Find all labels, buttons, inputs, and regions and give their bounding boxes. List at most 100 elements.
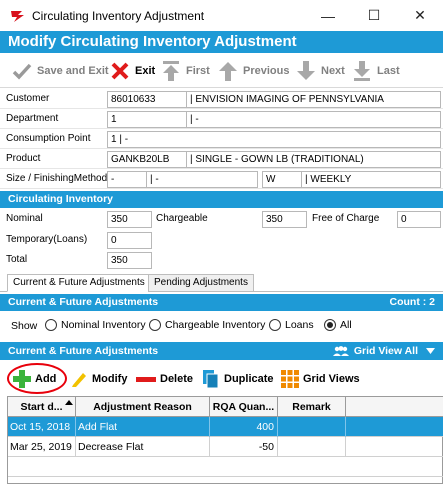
adjustments-grid: Start d... Adjustment Reason RQA Quan...… — [7, 396, 443, 484]
customer-label: Customer — [6, 93, 50, 104]
last-button[interactable]: Last — [352, 59, 400, 83]
grid-toolbar: Add Modify Delete Duplicate Grid Views — [0, 361, 443, 395]
minimize-button[interactable]: — — [321, 7, 335, 24]
next-button[interactable]: Next — [296, 59, 345, 83]
duplicate-label: Duplicate — [224, 373, 274, 385]
users-icon — [332, 345, 349, 356]
cell-start-date: Mar 25, 2019 — [8, 437, 76, 457]
red-x-icon — [111, 62, 129, 80]
size-label: Size / FinishingMethod — [6, 173, 108, 184]
department-code-field[interactable]: 1 — [107, 111, 187, 128]
tab-pending[interactable]: Pending Adjustments — [148, 274, 254, 292]
cell-remark — [278, 417, 346, 437]
department-row: Department 1 | - — [0, 109, 443, 129]
consumption-point-row: Consumption Point 1 | - — [0, 129, 443, 149]
radio-loans-label: Loans — [285, 319, 314, 331]
tab-current-future[interactable]: Current & Future Adjustments — [7, 274, 151, 292]
radio-selected-icon — [324, 319, 336, 331]
circulating-inventory-header: Circulating Inventory — [0, 191, 443, 208]
temporary-row: Temporary(Loans) 0 — [0, 230, 443, 250]
chargeable-field[interactable]: 350 — [262, 211, 307, 228]
radio-circle-icon — [269, 319, 281, 331]
count-badge: Count : 2 — [389, 296, 436, 308]
pencil-icon — [72, 373, 86, 387]
radio-circle-icon — [149, 319, 161, 331]
empty-row — [8, 457, 443, 477]
main-toolbar: Save and Exit Exit First Previous Next L… — [0, 53, 443, 88]
finishing-code-field[interactable]: W — [262, 171, 302, 188]
delete-button[interactable]: Delete — [136, 369, 193, 389]
total-row: Total 350 — [0, 250, 443, 270]
radio-nominal-inventory[interactable]: Nominal Inventory — [45, 319, 146, 331]
first-button[interactable]: First — [161, 59, 210, 83]
column-header-adjustment-reason[interactable]: Adjustment Reason — [76, 397, 210, 417]
column-header-remark[interactable]: Remark — [278, 397, 346, 417]
radio-loans[interactable]: Loans — [269, 319, 314, 331]
checkmark-icon — [12, 63, 32, 80]
size-code-field[interactable]: - — [107, 171, 147, 188]
grid-header: Start d... Adjustment Reason RQA Quan...… — [8, 397, 443, 417]
cell-rqa-quantity: 400 — [210, 417, 278, 437]
table-row[interactable]: Mar 25, 2019 Decrease Flat -50 — [8, 437, 443, 457]
duplicate-icon — [203, 370, 219, 389]
table-row[interactable]: Oct 15, 2018 Add Flat 400 — [8, 417, 443, 437]
maximize-button[interactable]: ☐ — [367, 7, 381, 23]
product-label: Product — [6, 153, 41, 164]
product-name-field[interactable]: | SINGLE - GOWN LB (TRADITIONAL) — [186, 151, 441, 168]
radio-all[interactable]: All — [324, 319, 352, 331]
department-name-field[interactable]: | - — [186, 111, 441, 128]
product-code-field[interactable]: GANKB20LB — [107, 151, 187, 168]
close-button[interactable]: ✕ — [414, 7, 426, 23]
customer-code-field[interactable]: 86010633 — [107, 91, 187, 108]
chargeable-label: Chargeable — [156, 213, 208, 224]
radio-circle-icon — [45, 319, 57, 331]
previous-label: Previous — [243, 65, 290, 77]
consumption-point-field[interactable]: 1 | - — [107, 131, 441, 148]
radio-chargeable-inventory[interactable]: Chargeable Inventory — [149, 319, 265, 331]
grid-icon — [281, 370, 299, 388]
delete-label: Delete — [160, 373, 194, 385]
minus-icon — [136, 377, 156, 382]
exit-button[interactable]: Exit — [110, 59, 155, 83]
nominal-field[interactable]: 350 — [107, 211, 152, 228]
grid-section-title: Current & Future Adjustments — [8, 345, 159, 357]
cell-rqa-quantity: -50 — [210, 437, 278, 457]
exit-label: Exit — [135, 65, 156, 77]
free-of-charge-field[interactable]: 0 — [397, 211, 441, 228]
column-header-start-date[interactable]: Start d... — [8, 397, 76, 417]
temporary-label: Temporary(Loans) — [6, 234, 88, 245]
size-name-field[interactable]: | - — [146, 171, 258, 188]
grid-view-all-label: Grid View All — [353, 345, 418, 357]
show-filter-row: Show Nominal Inventory Chargeable Invent… — [0, 312, 443, 340]
arrow-up-icon — [219, 62, 237, 81]
window-title: Circulating Inventory Adjustment — [32, 9, 205, 23]
product-row: Product GANKB20LB | SINGLE - GOWN LB (TR… — [0, 149, 443, 169]
grid-view-all-dropdown[interactable]: Grid View All — [332, 342, 435, 360]
next-label: Next — [321, 65, 345, 77]
adjustment-tabs: Current & Future Adjustments Pending Adj… — [0, 272, 443, 292]
finishing-name-field[interactable]: | WEEKLY — [301, 171, 441, 188]
arrow-down-icon — [297, 61, 315, 80]
grid-views-button[interactable]: Grid Views — [281, 369, 360, 389]
window-titlebar: Circulating Inventory Adjustment — ☐ ✕ — [0, 0, 443, 31]
radio-chargeable-label: Chargeable Inventory — [165, 319, 266, 331]
size-row: Size / FinishingMethod - | - W | WEEKLY — [0, 169, 443, 189]
previous-button[interactable]: Previous — [218, 59, 289, 83]
total-field: 350 — [107, 252, 152, 269]
consumption-point-label: Consumption Point — [6, 133, 91, 144]
column-header-rqa-quantity[interactable]: RQA Quan... — [210, 397, 278, 417]
adjustments-title: Current & Future Adjustments — [8, 296, 159, 308]
nominal-row: Nominal 350 Chargeable 350 Free of Charg… — [0, 209, 443, 229]
radio-all-label: All — [340, 319, 352, 331]
save-exit-button[interactable]: Save and Exit — [12, 59, 109, 83]
modify-button[interactable]: Modify — [70, 369, 127, 389]
temporary-field[interactable]: 0 — [107, 232, 152, 249]
customer-name-field[interactable]: | ENVISION IMAGING OF PENNSYLVANIA — [186, 91, 441, 108]
grid-section-header: Current & Future Adjustments Grid View A… — [0, 342, 443, 360]
cell-remark — [278, 437, 346, 457]
customer-row: Customer 86010633 | ENVISION IMAGING OF … — [0, 89, 443, 109]
app-logo-icon — [11, 11, 24, 22]
radio-nominal-label: Nominal Inventory — [61, 319, 146, 331]
duplicate-button[interactable]: Duplicate — [202, 369, 274, 389]
last-label: Last — [377, 65, 400, 77]
